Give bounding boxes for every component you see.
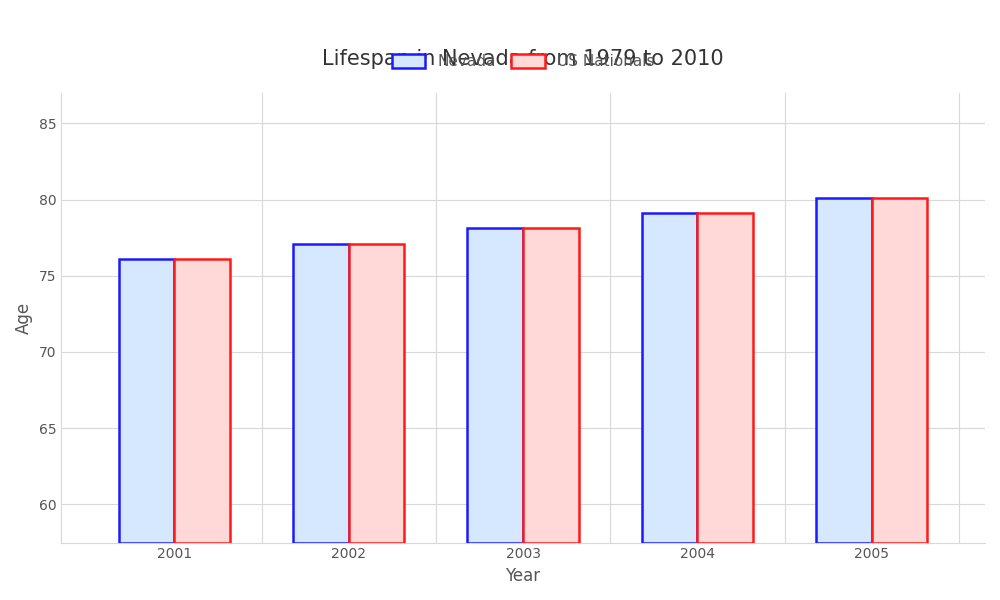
- Legend: Nevada, US Nationals: Nevada, US Nationals: [384, 46, 662, 77]
- Bar: [816, 198, 872, 542]
- Bar: [349, 244, 404, 542]
- Bar: [872, 198, 927, 542]
- Bar: [523, 229, 579, 542]
- Title: Lifespan in Nevada from 1979 to 2010: Lifespan in Nevada from 1979 to 2010: [322, 49, 724, 69]
- Y-axis label: Age: Age: [15, 302, 33, 334]
- Bar: [642, 213, 697, 542]
- Bar: [697, 213, 753, 542]
- Bar: [119, 259, 174, 542]
- Bar: [174, 259, 230, 542]
- X-axis label: Year: Year: [505, 567, 541, 585]
- Bar: [467, 229, 523, 542]
- Bar: [293, 244, 349, 542]
